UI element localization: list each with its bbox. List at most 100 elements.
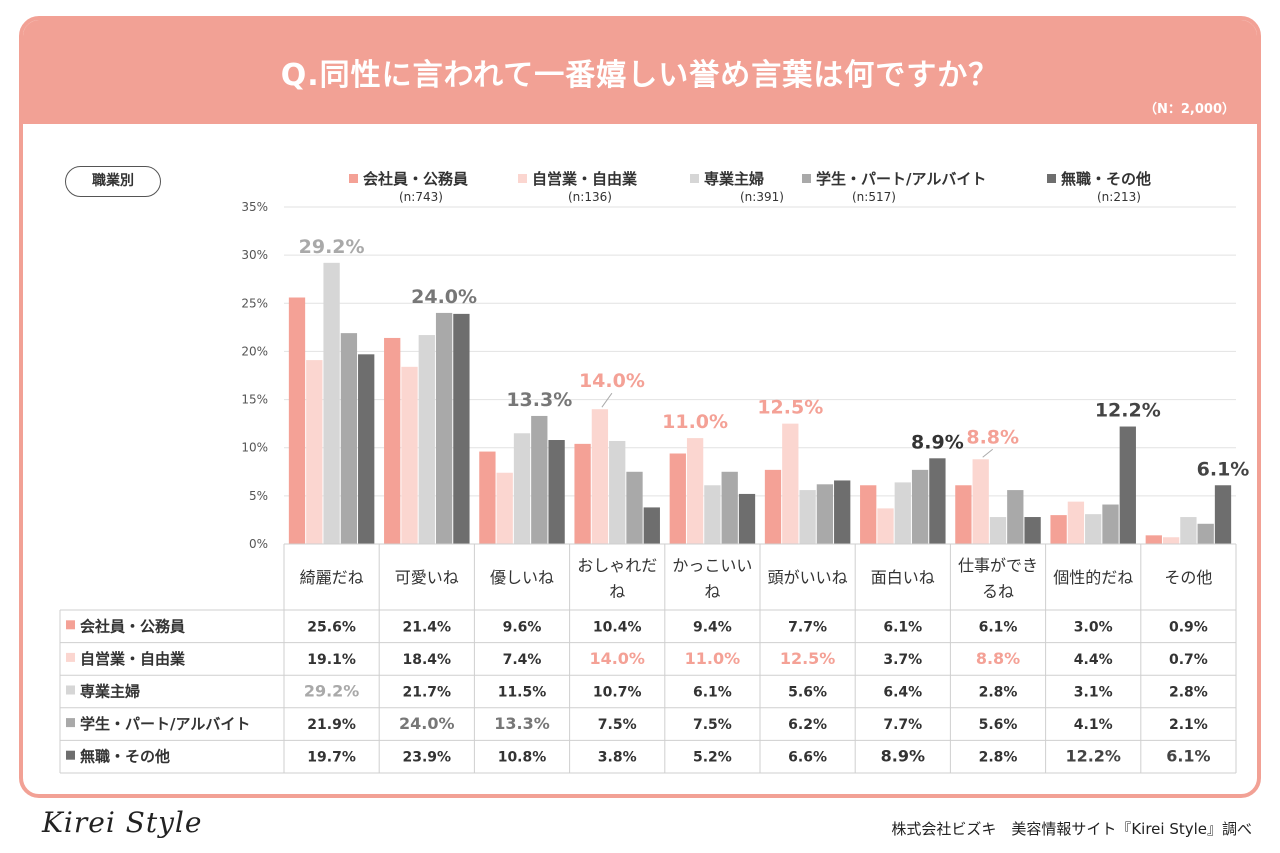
table-cell: 7.7% bbox=[883, 717, 922, 733]
x-tick-label: ね bbox=[704, 582, 720, 601]
table-cell: 12.5% bbox=[780, 649, 836, 668]
value-label: 29.2% bbox=[299, 236, 365, 258]
bar bbox=[384, 337, 401, 544]
bar bbox=[1067, 501, 1085, 544]
table-cell: 2.8% bbox=[979, 750, 1018, 766]
sample-size-note: （N：2,000） bbox=[1143, 102, 1235, 117]
table-cell: 3.7% bbox=[883, 652, 922, 668]
legend-count: (n:213) bbox=[1097, 190, 1141, 204]
table-cell: 21.9% bbox=[307, 717, 356, 733]
table-cell: 25.6% bbox=[307, 619, 356, 635]
bar bbox=[721, 471, 738, 544]
legend-label: 学生・パート/アルバイト bbox=[816, 170, 986, 188]
bar bbox=[401, 366, 418, 544]
row-swatch bbox=[66, 685, 75, 695]
bar bbox=[929, 458, 946, 544]
legend-label: 自営業・自由業 bbox=[532, 170, 638, 188]
table-cell: 5.6% bbox=[788, 685, 827, 701]
table-cell: 11.5% bbox=[498, 685, 547, 701]
legend-label: 会社員・公務員 bbox=[363, 170, 468, 188]
x-tick-label: ね bbox=[609, 582, 625, 601]
bar bbox=[1197, 523, 1214, 544]
value-label: 6.1% bbox=[1197, 458, 1250, 480]
table-cell: 13.3% bbox=[494, 714, 550, 733]
table-cell: 7.5% bbox=[693, 717, 732, 733]
x-tick-label: 頭がいいね bbox=[768, 568, 848, 587]
table-cell: 24.0% bbox=[399, 714, 455, 733]
bar bbox=[782, 423, 799, 544]
table-cell: 7.7% bbox=[788, 619, 827, 635]
table-cell: 10.7% bbox=[593, 685, 642, 701]
table-cell: 29.2% bbox=[304, 682, 360, 701]
y-tick-label: 15% bbox=[241, 393, 268, 407]
row-label: 会社員・公務員 bbox=[80, 617, 185, 635]
table-cell: 21.4% bbox=[403, 619, 452, 635]
table-cell: 5.6% bbox=[979, 717, 1018, 733]
legend-swatch bbox=[690, 174, 699, 183]
table-cell: 9.6% bbox=[503, 619, 542, 635]
bar bbox=[669, 453, 686, 544]
brand-logo: Kirei Style bbox=[42, 806, 203, 839]
table-cell: 6.2% bbox=[788, 717, 827, 733]
table-cell: 6.1% bbox=[979, 619, 1018, 635]
bar bbox=[955, 485, 972, 544]
table-cell: 3.0% bbox=[1074, 619, 1113, 635]
table-cell: 7.5% bbox=[598, 717, 637, 733]
bar bbox=[1102, 504, 1119, 544]
bar bbox=[1119, 426, 1136, 544]
leader-line bbox=[982, 448, 994, 458]
legend-swatch bbox=[518, 174, 527, 183]
y-tick-label: 25% bbox=[241, 296, 268, 310]
bar bbox=[323, 262, 340, 544]
bar bbox=[989, 517, 1007, 544]
row-label: 無職・その他 bbox=[80, 748, 170, 766]
row-swatch bbox=[66, 620, 75, 630]
bar bbox=[894, 482, 911, 544]
bar bbox=[340, 333, 358, 544]
title-banner: Q.同性に言われて一番嬉しい誉め言葉は何ですか？ （N：2,000） bbox=[23, 20, 1257, 124]
bar bbox=[1214, 485, 1232, 544]
x-tick-label: おしゃれだ bbox=[577, 556, 657, 575]
source-credit: 株式会社ビズキ 美容情報サイト『Kirei Style』調べ bbox=[891, 820, 1252, 838]
value-label: 11.0% bbox=[662, 411, 728, 433]
y-tick-label: 5% bbox=[249, 489, 268, 503]
x-tick-label: その他 bbox=[1164, 568, 1212, 587]
bar bbox=[288, 297, 306, 544]
legend-count: (n:391) bbox=[740, 190, 784, 204]
table-cell: 0.9% bbox=[1169, 619, 1208, 635]
bar bbox=[1024, 517, 1041, 544]
segment-badge: 職業別 bbox=[65, 166, 161, 197]
table-cell: 2.8% bbox=[979, 685, 1018, 701]
table-cell: 21.7% bbox=[403, 685, 452, 701]
table-cell: 7.4% bbox=[503, 652, 542, 668]
bar bbox=[1085, 514, 1102, 544]
legend-swatch bbox=[349, 174, 358, 183]
value-label: 14.0% bbox=[579, 370, 645, 392]
value-label: 12.5% bbox=[757, 397, 823, 419]
bar bbox=[911, 469, 929, 544]
value-label: 8.9% bbox=[911, 431, 964, 453]
x-tick-label: 可愛いね bbox=[395, 568, 459, 587]
table-cell: 6.1% bbox=[883, 619, 922, 635]
row-swatch bbox=[66, 750, 75, 760]
bar bbox=[738, 493, 756, 544]
bar bbox=[574, 443, 591, 544]
table-cell: 4.1% bbox=[1074, 717, 1113, 733]
bar bbox=[358, 354, 375, 544]
x-tick-label: かっこいい bbox=[672, 556, 752, 575]
bar bbox=[626, 471, 643, 544]
bar bbox=[877, 508, 894, 544]
table-cell: 11.0% bbox=[685, 649, 741, 668]
bar bbox=[513, 433, 531, 544]
y-tick-label: 20% bbox=[241, 344, 268, 358]
table-cell: 0.7% bbox=[1169, 652, 1208, 668]
table-cell: 6.1% bbox=[693, 685, 732, 701]
x-tick-label: 面白いね bbox=[871, 568, 935, 587]
bar bbox=[1180, 517, 1197, 544]
leader-line bbox=[601, 392, 613, 408]
table-cell: 8.9% bbox=[881, 747, 925, 766]
bar bbox=[496, 472, 513, 544]
value-label: 8.8% bbox=[966, 426, 1019, 448]
legend-label: 無職・その他 bbox=[1061, 170, 1151, 188]
